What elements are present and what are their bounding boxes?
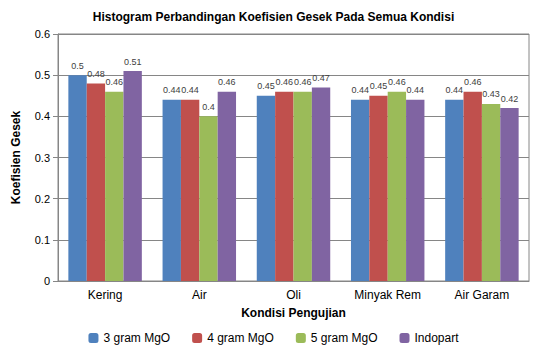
svg-text:0.46: 0.46 <box>464 77 482 87</box>
svg-text:3 gram MgO: 3 gram MgO <box>103 331 170 345</box>
svg-text:0.45: 0.45 <box>370 81 388 91</box>
svg-text:Histogram Perbandingan Koefisi: Histogram Perbandingan Koefisien Gesek P… <box>93 10 454 24</box>
svg-text:Air Garam: Air Garam <box>455 288 510 302</box>
svg-text:0.46: 0.46 <box>106 77 124 87</box>
svg-text:0: 0 <box>44 275 50 287</box>
svg-text:0.44: 0.44 <box>406 85 424 95</box>
svg-text:0.2: 0.2 <box>35 193 50 205</box>
svg-text:Indopart: Indopart <box>415 331 460 345</box>
svg-text:0.46: 0.46 <box>218 77 236 87</box>
svg-text:0.5: 0.5 <box>35 69 50 81</box>
svg-text:0.4: 0.4 <box>35 110 50 122</box>
svg-text:Air: Air <box>192 288 207 302</box>
svg-text:0.6: 0.6 <box>35 28 50 40</box>
svg-text:0.42: 0.42 <box>501 94 519 104</box>
svg-text:Koefisien Gesek: Koefisien Gesek <box>9 110 23 204</box>
svg-text:0.51: 0.51 <box>124 57 142 67</box>
svg-text:0.1: 0.1 <box>35 234 50 246</box>
svg-text:0.44: 0.44 <box>446 85 464 95</box>
svg-text:4 gram MgO: 4 gram MgO <box>207 331 274 345</box>
svg-text:5 gram MgO: 5 gram MgO <box>311 331 378 345</box>
svg-text:0.46: 0.46 <box>276 77 294 87</box>
svg-text:Kondisi Pengujian: Kondisi Pengujian <box>241 306 346 320</box>
svg-text:0.45: 0.45 <box>257 81 275 91</box>
svg-text:0.46: 0.46 <box>294 77 312 87</box>
svg-text:Kering: Kering <box>88 288 123 302</box>
svg-text:0.44: 0.44 <box>163 85 181 95</box>
svg-text:0.5: 0.5 <box>71 61 84 71</box>
svg-text:0.44: 0.44 <box>181 85 199 95</box>
svg-text:0.4: 0.4 <box>202 102 215 112</box>
svg-text:0.47: 0.47 <box>312 73 330 83</box>
svg-text:0.3: 0.3 <box>35 152 50 164</box>
svg-text:0.44: 0.44 <box>351 85 369 95</box>
svg-text:Minyak Rem: Minyak Rem <box>354 288 421 302</box>
svg-text:Oli: Oli <box>286 288 301 302</box>
svg-text:0.48: 0.48 <box>87 69 105 79</box>
svg-text:0.43: 0.43 <box>482 89 500 99</box>
svg-text:0.46: 0.46 <box>388 77 406 87</box>
